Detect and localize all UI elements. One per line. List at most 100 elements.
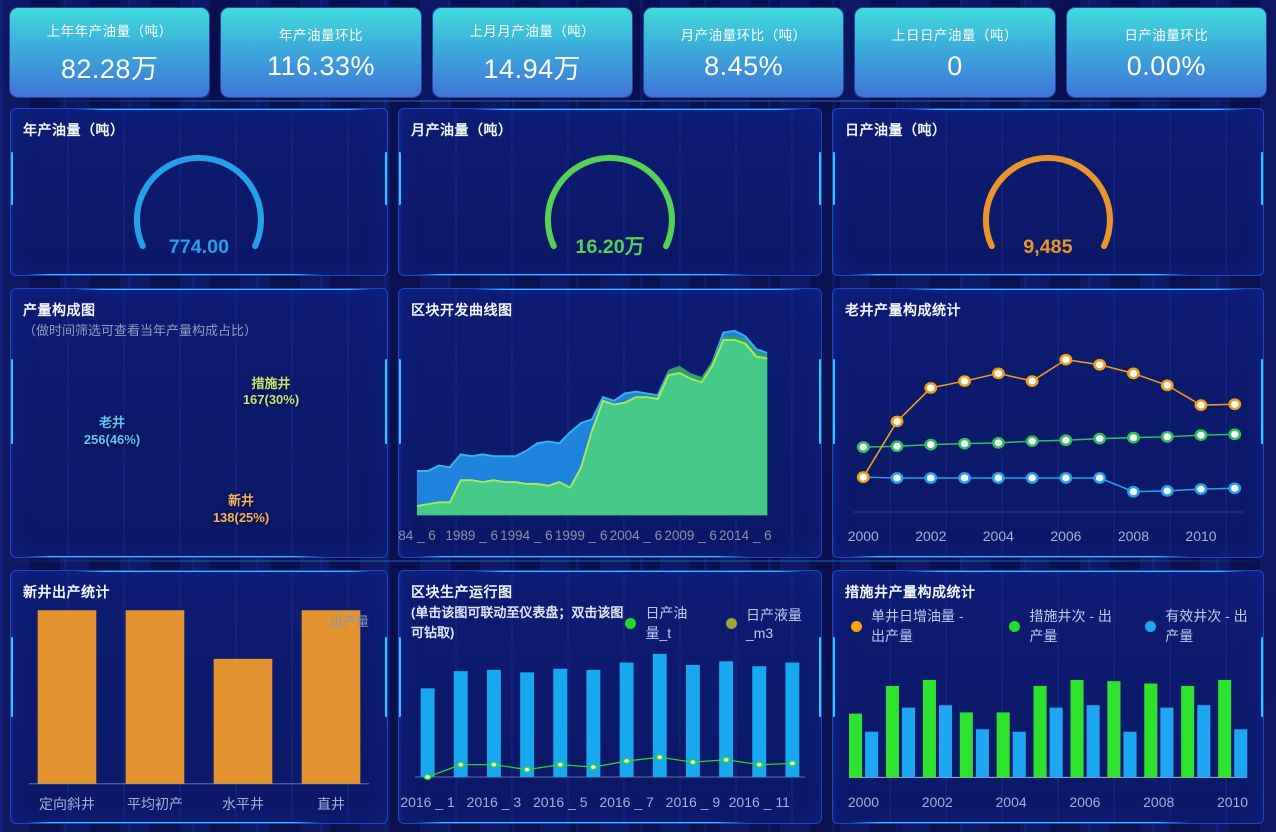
donut-label-measure-wells: 措施井 167(30%) bbox=[243, 376, 299, 410]
x-axis-label: 2016 _ 3 bbox=[466, 794, 522, 810]
donut-label-old-wells: 老井 256(46%) bbox=[84, 415, 140, 449]
kpi-value: 14.94万 bbox=[483, 53, 582, 84]
legend-item-single-well-gain[interactable]: 单井日增油量 - 出产量 bbox=[851, 606, 979, 646]
panel-title: 年产油量（吨） bbox=[23, 122, 125, 138]
slice-value: 256(46%) bbox=[83, 431, 141, 447]
slice-value: 167(30%) bbox=[242, 392, 300, 408]
kpi-value: 116.33% bbox=[266, 50, 376, 81]
kpi-card-last-month-output: 上月月产油量（吨） 14.94万 bbox=[432, 8, 632, 97]
legend-dot-yellow bbox=[851, 620, 862, 632]
x-axis-labels: 2000 2002 2004 2006 2008 2010 bbox=[845, 525, 1251, 547]
panel-oldwell-composition: 老井产量构成统计 2000 2002 2004 2006 2008 2010 bbox=[832, 288, 1264, 558]
kpi-value: 0 bbox=[947, 50, 963, 81]
production-composition-donut-chart[interactable]: 措施井 167(30%) 新井 138(25%) 老井 256(46%) bbox=[49, 341, 349, 547]
chart-wrap: 出产量 定向斜井 平均初产 水平井 直井 bbox=[23, 603, 375, 813]
legend-item-daily-liquid[interactable]: 日产液量_m3 bbox=[725, 605, 809, 641]
x-axis-label: 2016 _ 11 bbox=[728, 794, 790, 810]
x-axis-labels: 2000 2002 2004 2006 2008 2010 bbox=[845, 791, 1251, 813]
x-axis-label: 2014 _ 6 bbox=[719, 528, 772, 543]
x-axis-label: 2002 bbox=[921, 794, 953, 810]
panel-title: 新井出产统计 bbox=[23, 584, 110, 600]
panel-measure-well-composition: 措施井产量构成统计 单井日增油量 - 出产量 措施井次 - 出产量 有效井次 -… bbox=[832, 570, 1264, 824]
measure-well-grouped-bar-chart[interactable] bbox=[845, 648, 1251, 791]
legend-label: 日产液量_m3 bbox=[745, 607, 802, 641]
kpi-card-last-year-output: 上年年产油量（吨） 82.28万 bbox=[10, 8, 210, 97]
legend-label: 单井日增油量 - 出产量 bbox=[871, 608, 964, 644]
kpi-label: 日产油量环比 bbox=[1124, 27, 1209, 43]
kpi-label: 上日日产油量（吨） bbox=[891, 27, 1018, 43]
legend-item-daily-oil[interactable]: 日产油量_t bbox=[625, 603, 696, 643]
x-axis-label: 2016 _ 9 bbox=[665, 794, 721, 810]
legend-dot-blue bbox=[1145, 620, 1157, 632]
kpi-value: 82.28万 bbox=[60, 53, 159, 84]
legend-output-label[interactable]: 出产量 bbox=[329, 614, 369, 629]
panel-newwell-output: 新井出产统计 出产量 定向斜井 平均初产 水平井 直井 bbox=[10, 570, 388, 824]
panel-production-composition: 产量构成图 （做时间筛选可查看当年产量构成占比） 措施井 167(30%) 新井… bbox=[10, 288, 388, 558]
oldwell-composition-line-chart[interactable] bbox=[845, 321, 1251, 525]
month-output-gauge-chart[interactable]: 16.20万 bbox=[411, 141, 809, 265]
panel-year-gauge: 年产油量（吨） 774.00 bbox=[10, 108, 388, 276]
kpi-card-yesterday-output: 上日日产油量（吨） 0 bbox=[855, 8, 1055, 97]
x-axis-label: 1999 _ 6 bbox=[554, 528, 608, 543]
newwell-output-bar-chart[interactable] bbox=[23, 603, 375, 791]
panel-title: 区块开发曲线图 bbox=[411, 302, 513, 318]
x-axis-label: 定向斜井 bbox=[39, 796, 95, 812]
x-axis-labels: 2016 _ 1 2016 _ 3 2016 _ 5 2016 _ 7 2016 _ 9… bbox=[400, 791, 809, 813]
x-axis-label: 2000 bbox=[847, 794, 880, 810]
x-axis-label: 84 _ 6 bbox=[398, 528, 436, 543]
legend-item-effective-well-times[interactable]: 有效井次 - 出产量 bbox=[1145, 606, 1251, 646]
panel-title: 产量构成图 bbox=[23, 302, 96, 318]
chart-wrap: 2000 2002 2004 2006 2008 2010 bbox=[845, 648, 1251, 813]
x-axis-label: 1994 _ 6 bbox=[500, 528, 553, 543]
x-axis-label: 2004 bbox=[982, 528, 1014, 544]
panel-block-run: 区块生产运行图 (单击该图可联动至仪表盘；双击该图可钻取) 日产油量_t 日产液… bbox=[398, 570, 822, 824]
x-axis-label: 2008 bbox=[1117, 528, 1150, 544]
x-axis-label: 2009 _ 6 bbox=[664, 528, 717, 543]
x-axis-label: 平均初产 bbox=[127, 796, 183, 812]
x-axis-label: 2000 bbox=[847, 528, 879, 544]
x-axis-label: 2006 bbox=[1050, 528, 1082, 544]
x-axis-label: 2006 bbox=[1069, 794, 1101, 810]
chart-wrap: 774.00 bbox=[23, 141, 375, 265]
svg-text:16.20万: 16.20万 bbox=[575, 236, 644, 258]
donut-label-new-wells: 新井 138(25%) bbox=[213, 493, 269, 527]
panel-subtitle: （做时间筛选可查看当年产量构成占比） bbox=[23, 323, 258, 338]
kpi-card-month-output-ratio: 月产油量环比（吨） 8.45% bbox=[643, 8, 844, 97]
day-output-gauge-chart[interactable]: 9,485 bbox=[845, 141, 1251, 265]
x-axis-label: 2010 bbox=[1216, 794, 1249, 810]
x-axis-labels: 定向斜井 平均初产 水平井 直井 bbox=[23, 791, 375, 813]
panel-title: 措施井产量构成统计 bbox=[845, 584, 976, 600]
kpi-label: 上年年产油量（吨） bbox=[46, 23, 173, 39]
x-axis-labels: 84 _ 6 1989 _ 6 1994 _ 6 1999 _ 6 2004 _ 6 20… bbox=[399, 525, 809, 547]
chart-wrap: 2016 _ 1 2016 _ 3 2016 _ 5 2016 _ 7 2016 _ 9… bbox=[400, 643, 809, 813]
legend-dot-green bbox=[625, 617, 637, 629]
block-development-area-chart[interactable] bbox=[411, 321, 809, 525]
legend-row: 单井日增油量 - 出产量 措施井次 - 出产量 有效井次 - 出产量 bbox=[845, 603, 1251, 648]
panel-title: 区块生产运行图 bbox=[411, 584, 513, 600]
block-run-bar-line-chart[interactable] bbox=[411, 643, 809, 791]
svg-text:774.00: 774.00 bbox=[169, 236, 229, 258]
kpi-label: 上月月产油量（吨） bbox=[469, 23, 596, 39]
panel-title: 老井产量构成统计 bbox=[845, 302, 961, 318]
panel-month-gauge: 月产油量（吨） 16.20万 bbox=[398, 108, 822, 276]
slice-name: 老井 bbox=[98, 414, 125, 430]
year-output-gauge-chart[interactable]: 774.00 bbox=[23, 141, 375, 265]
x-axis-label: 2008 bbox=[1143, 794, 1175, 810]
chart-wrap: 84 _ 6 1989 _ 6 1994 _ 6 1999 _ 6 2004 _ 6 20… bbox=[399, 321, 809, 547]
chart-wrap: 措施井 167(30%) 新井 138(25%) 老井 256(46%) bbox=[23, 341, 375, 547]
slice-name: 措施井 bbox=[251, 375, 291, 391]
x-axis-label: 2010 bbox=[1185, 528, 1217, 544]
x-axis-label: 直井 bbox=[317, 796, 345, 812]
legend-label: 日产油量_t bbox=[645, 605, 688, 641]
legend-label: 有效井次 - 出产量 bbox=[1165, 608, 1248, 644]
kpi-card-day-output-ratio: 日产油量环比 0.00% bbox=[1066, 8, 1266, 97]
kpi-row: 上年年产油量（吨） 82.28万 年产油量环比 116.33% 上月月产油量（吨… bbox=[0, 8, 1276, 97]
kpi-label: 年产油量环比 bbox=[278, 27, 363, 43]
legend-item-measure-well-times[interactable]: 措施井次 - 出产量 bbox=[1009, 606, 1115, 646]
slice-name: 新井 bbox=[227, 493, 254, 509]
panel-block-development-curve: 区块开发曲线图 84 _ 6 1989 _ 6 1994 _ 6 1999 _ 6 20… bbox=[398, 288, 822, 558]
panel-subtitle: (单击该图可联动至仪表盘；双击该图可钻取) bbox=[411, 605, 624, 640]
x-axis-label: 2016 _ 5 bbox=[533, 794, 588, 810]
panel-title: 日产油量（吨） bbox=[845, 122, 947, 138]
